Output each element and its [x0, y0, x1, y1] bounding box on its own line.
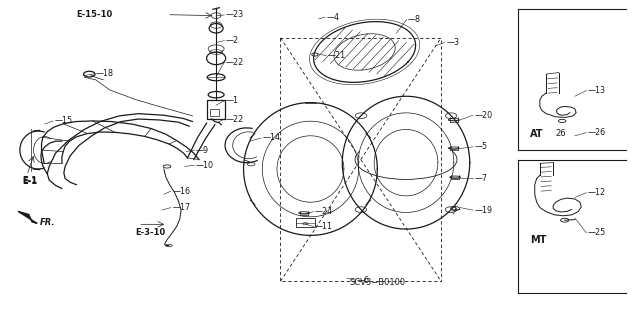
Text: —8: —8: [408, 15, 421, 24]
Text: —1: —1: [226, 96, 239, 105]
Text: —24: —24: [315, 207, 333, 216]
Text: —21: —21: [328, 51, 346, 60]
Text: FR.: FR.: [40, 218, 55, 227]
Text: —13: —13: [588, 86, 605, 95]
Text: —14: —14: [262, 133, 281, 143]
Text: E-15-10: E-15-10: [77, 10, 113, 19]
Text: SCV3−B0100: SCV3−B0100: [349, 278, 405, 287]
Text: MT: MT: [531, 235, 547, 245]
Text: E-1: E-1: [22, 177, 37, 186]
Text: —3: —3: [446, 38, 459, 47]
Text: —7: —7: [474, 174, 487, 183]
Text: 26: 26: [556, 129, 566, 138]
Text: √: √: [452, 209, 456, 214]
Text: —22: —22: [226, 58, 244, 67]
Bar: [296, 218, 315, 227]
Text: —15: —15: [54, 116, 72, 125]
Text: —2: —2: [226, 36, 239, 45]
Text: E-3-10: E-3-10: [135, 228, 166, 237]
Bar: [211, 109, 219, 116]
Text: —9: —9: [196, 145, 209, 154]
Text: —22: —22: [226, 115, 244, 123]
Text: AT: AT: [531, 129, 544, 138]
Text: —19: —19: [474, 206, 492, 215]
Text: E-1: E-1: [22, 175, 37, 185]
Text: —11: —11: [315, 222, 333, 231]
Text: —16: —16: [172, 187, 190, 196]
Text: —18: —18: [96, 69, 114, 78]
Text: —4: —4: [326, 13, 339, 22]
Text: —10: —10: [196, 161, 214, 170]
Polygon shape: [18, 211, 37, 223]
Text: —6: —6: [357, 276, 370, 285]
Text: —26: —26: [588, 128, 605, 137]
Text: —5: —5: [474, 142, 487, 151]
Text: —23: —23: [226, 11, 244, 19]
Bar: [207, 100, 225, 119]
Text: —20: —20: [474, 111, 492, 120]
Text: —17: —17: [172, 203, 190, 212]
Text: —12: —12: [588, 188, 605, 197]
Text: —25: —25: [588, 228, 606, 237]
